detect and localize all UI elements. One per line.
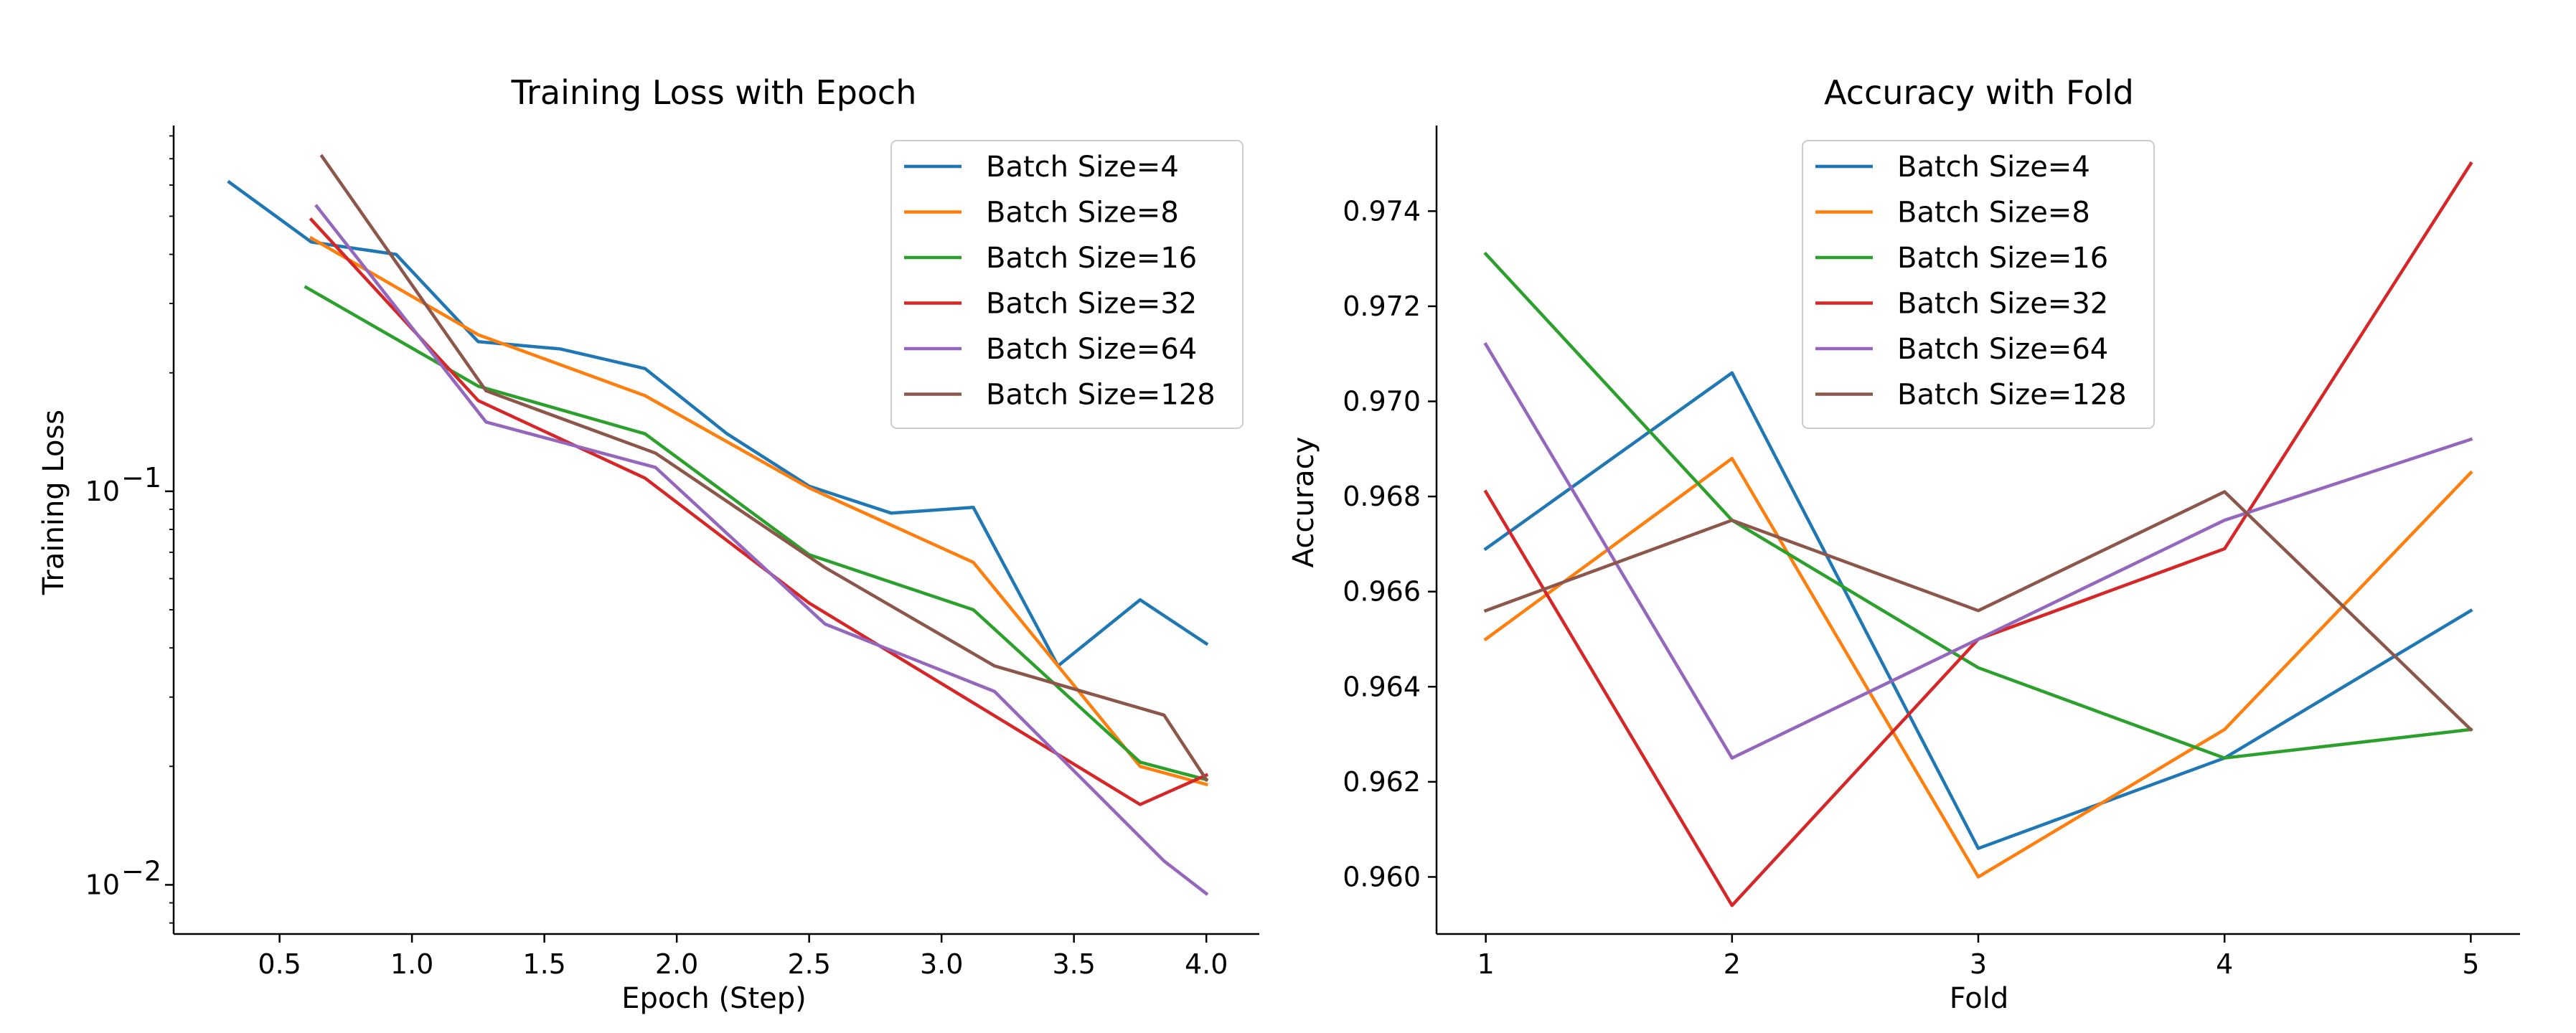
y-tick-label: 0.966	[1343, 576, 1421, 608]
legend: Batch Size=4 Batch Size=8 Batch Size=16 Bat…	[890, 140, 1244, 429]
legend-label: Batch Size=128	[986, 379, 1216, 412]
y-tick-label: 10	[85, 869, 120, 900]
chart-title: Training Loss with Epoch	[511, 73, 917, 112]
y-tick-label: 0.968	[1343, 481, 1421, 512]
series-line-1	[309, 235, 1208, 787]
legend-label: Batch Size=8	[1897, 197, 2090, 230]
series-layer	[227, 154, 1209, 896]
x-tick-label: 2.0	[655, 948, 698, 980]
legend-label: Batch Size=16	[1897, 242, 2108, 275]
x-tick-label: 1	[1477, 948, 1495, 980]
axis-layer: 1 2 3 4 5 0.960 0.962 0.964 0.966 0.968 0.970 0.972…	[1343, 126, 2520, 980]
x-tick-label: 2.5	[787, 948, 830, 980]
legend-label: Batch Size=4	[1897, 151, 2090, 184]
y-tick-label: 0.960	[1343, 861, 1421, 892]
series-line-2	[1483, 251, 2473, 760]
legend-label: Batch Size=16	[986, 242, 1197, 275]
x-tick-label: 4.0	[1185, 948, 1228, 980]
legend-label: Batch Size=8	[986, 197, 1179, 230]
x-tick-label: 5	[2462, 948, 2479, 980]
series-line-4	[1483, 341, 2473, 760]
legend-label: Batch Size=32	[986, 288, 1197, 321]
x-tick-label: 3.5	[1052, 948, 1095, 980]
x-tick-label: 2	[1724, 948, 1741, 980]
legend-label: Batch Size=64	[986, 333, 1197, 366]
x-axis-label: Epoch (Step)	[621, 982, 806, 1015]
y-tick-label: 0.972	[1343, 291, 1421, 322]
series-line-5	[1483, 490, 2473, 732]
legend-frame	[1802, 140, 2155, 429]
training-loss-panel: Training Loss with Epoch Epoch (Step) Tr…	[37, 73, 1259, 1015]
x-tick-label: 3	[1970, 948, 1987, 980]
series-line-1	[1483, 456, 2473, 879]
legend: Batch Size=4 Batch Size=8 Batch Size=16 Bat…	[1802, 140, 2155, 429]
y-tick-label: 0.970	[1343, 386, 1421, 418]
series-line-5	[319, 154, 1209, 783]
y-axis-label: Accuracy	[1287, 437, 1320, 568]
legend-frame	[890, 140, 1244, 429]
y-tick-label: 0.962	[1343, 766, 1421, 798]
series-line-3	[309, 217, 1209, 806]
series-line-4	[314, 204, 1209, 896]
legend-label: Batch Size=32	[1897, 288, 2108, 321]
x-tick-label: 1.0	[390, 948, 433, 980]
legend-label: Batch Size=4	[986, 151, 1179, 184]
x-axis-label: Fold	[1950, 982, 2009, 1015]
y-tick-label: 0.964	[1343, 671, 1421, 702]
y-axis-label: Training Loss	[37, 410, 70, 595]
legend-label: Batch Size=64	[1897, 333, 2108, 366]
axis-layer: 0.5 1.0 1.5 2.0 2.5 3.0 3.5 4.010−110−2	[85, 126, 1259, 980]
series-layer	[1483, 161, 2473, 907]
x-tick-label: 0.5	[258, 948, 301, 980]
y-tick-exponent: −2	[121, 855, 161, 887]
x-tick-label: 3.0	[920, 948, 963, 980]
y-tick-label: 0.974	[1343, 195, 1421, 227]
legend-label: Batch Size=128	[1897, 379, 2127, 412]
x-tick-label: 4	[2216, 948, 2233, 980]
chart-title: Accuracy with Fold	[1824, 73, 2134, 112]
accuracy-panel: Accuracy with Fold Fold Accuracy 1 2 3 4 5 0.…	[1287, 73, 2520, 1015]
y-tick-exponent: −1	[121, 462, 161, 494]
x-tick-label: 1.5	[522, 948, 565, 980]
y-tick-label: 10	[85, 476, 120, 507]
series-line-2	[304, 285, 1208, 782]
